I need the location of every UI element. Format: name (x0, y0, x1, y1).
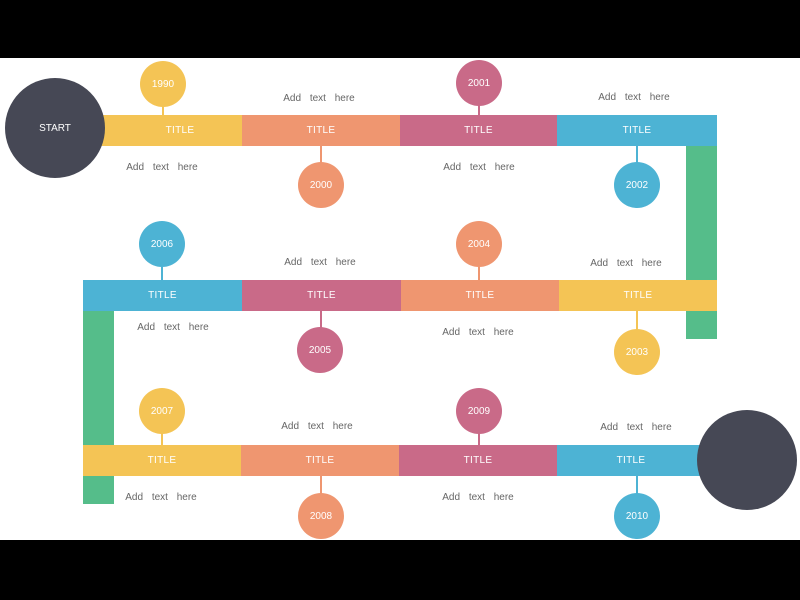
note-2001: Add text here (443, 162, 515, 173)
year-circle-2003: 2003 (614, 329, 660, 375)
stem (636, 311, 638, 330)
timeline-bar-2004: TITLE (401, 280, 559, 311)
stem (320, 311, 322, 328)
year-circle-2001: 2001 (456, 60, 502, 106)
note-2002: Add text here (598, 92, 670, 103)
year-circle-2009: 2009 (456, 388, 502, 434)
timeline-bar-2010: TITLE (557, 445, 717, 476)
timeline-bar-2000: TITLE (242, 115, 400, 146)
bar-title: TITLE (463, 455, 493, 466)
stem (478, 103, 480, 115)
year-label: 1990 (151, 78, 175, 90)
year-label: 2008 (309, 510, 333, 522)
year-label: 2005 (308, 344, 332, 356)
year-label: 2003 (625, 346, 649, 358)
timeline-bar-2006: TITLE (83, 280, 242, 311)
note-2007: Add text here (125, 492, 197, 503)
year-label: 2002 (625, 179, 649, 191)
note-2000: Add text here (283, 93, 355, 104)
year-circle-2010: 2010 (614, 493, 660, 539)
timeline-bar-2002: TITLE (557, 115, 717, 146)
stem (162, 103, 164, 115)
stem (636, 476, 638, 494)
bar-title: TITLE (165, 125, 195, 136)
year-circle-2007: 2007 (139, 388, 185, 434)
year-circle-2005: 2005 (297, 327, 343, 373)
note-2003: Add text here (590, 258, 662, 269)
note-2010: Add text here (600, 422, 672, 433)
timeline-diagram: TITLE TITLE TITLE TITLE 1990 2000 2001 2… (0, 58, 800, 540)
year-label: 2009 (467, 405, 491, 417)
timeline-bar-2003: TITLE (559, 280, 717, 311)
bar-title: TITLE (616, 455, 646, 466)
year-circle-2000: 2000 (298, 162, 344, 208)
note-2008: Add text here (281, 421, 353, 432)
note-2006: Add text here (137, 322, 209, 333)
year-label: 2006 (150, 238, 174, 250)
stem (320, 476, 322, 494)
bar-title: TITLE (464, 125, 493, 136)
start-label: START (39, 122, 71, 134)
timeline-bar-2007: TITLE (83, 445, 241, 476)
stem (320, 146, 322, 163)
bar-title: TITLE (623, 290, 653, 301)
bar-title: TITLE (307, 290, 336, 301)
stem (478, 433, 480, 445)
note-2005: Add text here (284, 257, 356, 268)
timeline-bar-2001: TITLE (400, 115, 557, 146)
stem (478, 267, 480, 280)
note-2004: Add text here (442, 327, 514, 338)
year-label: 2007 (150, 405, 174, 417)
year-label: 2004 (467, 238, 491, 250)
bar-title: TITLE (622, 125, 652, 136)
timeline-bar-2009: TITLE (399, 445, 557, 476)
year-label: 2000 (309, 179, 333, 191)
timeline-bar-1990: TITLE (100, 115, 242, 146)
year-circle-2004: 2004 (456, 221, 502, 267)
year-circle-2002: 2002 (614, 162, 660, 208)
year-circle-1990: 1990 (140, 61, 186, 107)
stem (161, 433, 163, 445)
note-2009: Add text here (442, 492, 514, 503)
bar-title: TITLE (306, 125, 336, 136)
timeline-bar-2005: TITLE (242, 280, 401, 311)
year-circle-2008: 2008 (298, 493, 344, 539)
start-circle: START (5, 78, 105, 178)
year-label: 2010 (625, 510, 649, 522)
year-circle-2006: 2006 (139, 221, 185, 267)
bar-title: TITLE (148, 290, 177, 301)
stem (161, 267, 163, 280)
bar-title: TITLE (305, 455, 335, 466)
bar-title: TITLE (465, 290, 495, 301)
timeline-bar-2008: TITLE (241, 445, 399, 476)
stem (636, 146, 638, 163)
bar-title: TITLE (147, 455, 177, 466)
end-circle (697, 410, 797, 510)
note-1990: Add text here (126, 162, 198, 173)
year-label: 2001 (467, 77, 491, 89)
